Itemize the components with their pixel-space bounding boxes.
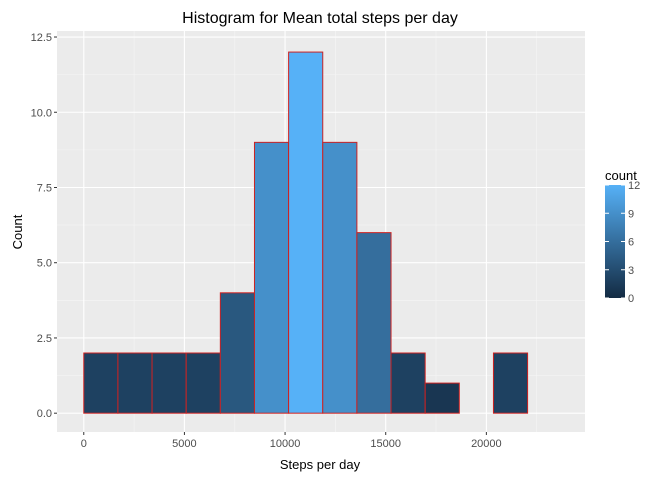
- legend-title: count: [605, 168, 637, 183]
- x-axis-title: Steps per day: [280, 457, 361, 472]
- x-tick-label: 5000: [172, 438, 196, 450]
- histogram-bar: [424, 382, 460, 414]
- y-tick-label: 2.5: [37, 333, 52, 345]
- legend-tick-label: 6: [628, 237, 634, 249]
- y-axis-title: Count: [10, 214, 25, 249]
- histogram-bar: [151, 352, 187, 414]
- y-tick-label: 0.0: [37, 408, 52, 420]
- histogram-bar: [219, 292, 255, 414]
- legend-tick-label: 9: [628, 208, 634, 220]
- histogram-bar: [83, 352, 119, 414]
- histogram-bar: [117, 352, 153, 414]
- y-tick-label: 5.0: [37, 258, 52, 270]
- histogram-bar: [356, 232, 392, 414]
- y-tick-label: 12.5: [31, 32, 52, 44]
- legend-tick-label: 12: [628, 180, 640, 192]
- histogram-bar: [390, 352, 426, 414]
- colorbar: [605, 185, 625, 298]
- legend-tick-label: 0: [628, 293, 634, 305]
- x-tick-label: 10000: [270, 438, 301, 450]
- histogram-bar: [322, 141, 358, 414]
- plot-panel: 0 5000 10000 15000 20000 0.0 2.5 5.0 7.5 10.0 12.5: [31, 31, 585, 450]
- y-tick-label: 10.0: [31, 107, 52, 119]
- histogram-bar: [288, 51, 324, 414]
- histogram-bar: [492, 352, 529, 414]
- x-tick-label: 15000: [370, 438, 401, 450]
- legend: count 0 3 6 9 12: [605, 168, 640, 305]
- histogram-bar: [253, 141, 290, 414]
- y-tick-label: 7.5: [37, 182, 52, 194]
- legend-tick-label: 3: [628, 265, 634, 277]
- x-tick-label: 0: [81, 438, 87, 450]
- chart-title: Histogram for Mean total steps per day: [182, 10, 458, 27]
- x-tick-label: 20000: [471, 438, 502, 450]
- histogram-bar: [185, 352, 221, 414]
